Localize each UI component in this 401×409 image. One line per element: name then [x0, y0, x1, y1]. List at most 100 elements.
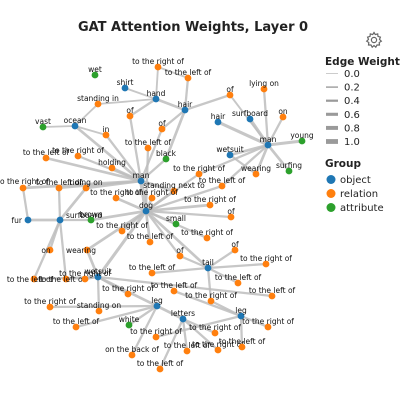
node-tlo7[interactable]: to the left of [215, 273, 262, 286]
edge-tro4-fur [23, 188, 28, 220]
node-tro12[interactable]: to the right of [185, 291, 237, 304]
node-label: surfing [276, 161, 302, 170]
node-label: surfboard [232, 109, 268, 118]
edge-weight-label: 0.6 [344, 110, 360, 121]
node-label: to the left of [127, 232, 174, 241]
node-label: to the left of [219, 337, 266, 346]
node-label: riding on [69, 178, 102, 187]
node-black[interactable]: black [156, 149, 177, 162]
node-label: to the right of [102, 284, 154, 293]
node-hair1[interactable]: hair [178, 100, 193, 113]
node-tlo11[interactable]: to the left of [249, 286, 296, 299]
node-label: to the right of [59, 269, 111, 278]
node-label: leg [235, 306, 247, 315]
node-label: to the left of [125, 138, 172, 147]
node-tlo15[interactable]: to the left of [164, 341, 211, 354]
node-label: to the right of [242, 317, 294, 326]
node-surfboard1[interactable]: surfboard [232, 109, 268, 122]
node-lying_on[interactable]: lying on [249, 79, 279, 92]
node-label: brown [79, 210, 102, 219]
chart-title: GAT Attention Weights, Layer 0 [78, 20, 308, 35]
node-label: on [278, 107, 288, 116]
node-label: in [103, 125, 110, 134]
node-tlo16[interactable]: to the left of [137, 359, 184, 372]
node-label: to the left of [249, 286, 296, 295]
node-label: to the left of [151, 281, 198, 290]
node-label: shirt [117, 78, 134, 87]
group-swatch-relation [327, 189, 336, 198]
node-label: wearing [66, 246, 96, 255]
node-tlo10[interactable]: to the left of [129, 263, 176, 276]
node-label: young [290, 131, 314, 140]
node-vast[interactable]: vast [35, 117, 51, 130]
settings-gear-icon[interactable] [364, 30, 384, 50]
node-small[interactable]: small [166, 214, 186, 227]
node-on_back[interactable]: on the back of [105, 345, 159, 358]
node-label: of [227, 207, 235, 216]
node-label: vast [35, 117, 51, 126]
node-tlo4[interactable]: to the left of [199, 176, 246, 189]
node-label: tail [202, 258, 214, 267]
node-fur[interactable]: fur [12, 216, 32, 225]
node-of3[interactable]: of [158, 119, 166, 132]
node-label: black [156, 149, 177, 158]
node-label: to the right of [130, 327, 182, 336]
node-tro13[interactable]: to the right of [102, 284, 154, 297]
node-label: on [41, 246, 51, 255]
node-label: standing in [77, 94, 119, 103]
node-wet[interactable]: wet [88, 65, 102, 78]
node-wearing1[interactable]: wearing [241, 164, 271, 177]
node-of4[interactable]: of [227, 207, 235, 220]
edge-tail-tro10 [208, 264, 266, 268]
node-label: of [126, 106, 134, 115]
node-standing_in[interactable]: standing in [77, 94, 119, 107]
node-of1[interactable]: of [126, 106, 134, 119]
node-label: to the right of [185, 291, 237, 300]
node-of5[interactable]: of [176, 246, 184, 259]
node-tlo13[interactable]: to the left of [53, 317, 100, 330]
node-tlo6[interactable]: to the left of [127, 232, 174, 245]
node-label: to the right of [184, 195, 236, 204]
edge-weight-legend-title: Edge Weight [325, 56, 400, 68]
node-label: of [226, 85, 234, 94]
node-surfing[interactable]: surfing [276, 161, 302, 174]
node-label: to the right of [52, 146, 104, 155]
node-label: hair [178, 100, 193, 109]
node-in1[interactable]: in [103, 125, 110, 138]
node-tro7[interactable]: to the right of [126, 188, 178, 201]
node-of2[interactable]: of [226, 85, 234, 98]
edge-weight-label: 1.0 [344, 137, 360, 148]
node-tro16[interactable]: to the right of [189, 323, 241, 336]
node-holding[interactable]: holding [98, 158, 126, 171]
node-label: hair [211, 112, 226, 121]
node-tro9[interactable]: to the right of [181, 228, 233, 241]
node-label: to the right of [240, 254, 292, 263]
node-on1[interactable]: on [278, 107, 288, 120]
edge-weight-label: 0.4 [344, 96, 360, 107]
group-label-object: object [340, 175, 371, 186]
node-ocean[interactable]: ocean [64, 116, 87, 129]
node-label: to the left of [199, 176, 246, 185]
node-tro15[interactable]: to the right of [24, 297, 76, 310]
node-label: fur [12, 216, 23, 225]
node-standing_on[interactable]: standing on [77, 301, 122, 314]
node-label: to the right of [181, 228, 233, 237]
node-tlo1[interactable]: to the left of [165, 68, 212, 81]
node-of6[interactable]: of [231, 240, 239, 253]
node-label: man [260, 135, 277, 144]
node-tro2[interactable]: to the right of [52, 146, 104, 159]
group-legend-title: Group [325, 158, 361, 170]
node-letters[interactable]: letters [171, 309, 195, 322]
edge-weight-legend-items: 0.00.20.40.60.81.0 [326, 69, 360, 148]
edge-weight-label: 0.0 [344, 69, 360, 80]
node-tro14[interactable]: to the right of [242, 317, 294, 330]
node-label: to the right of [96, 221, 148, 230]
node-on2[interactable]: on [41, 246, 53, 255]
node-wearing2[interactable]: wearing [66, 246, 96, 255]
node-label: to the left of [215, 273, 262, 282]
node-label: of [158, 119, 166, 128]
group-label-relation: relation [340, 189, 378, 200]
node-label: standing on [77, 301, 122, 310]
node-label: letters [171, 309, 195, 318]
